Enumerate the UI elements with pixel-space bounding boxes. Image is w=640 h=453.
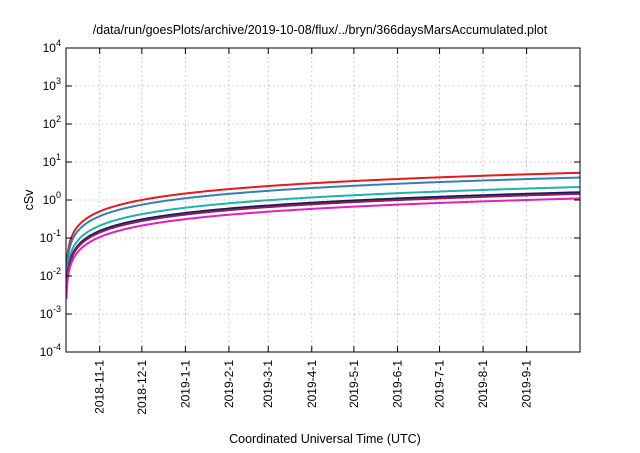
x-tick-label: 2019-4-1 [305,360,319,408]
y-tick-label: 10-3 [40,304,61,321]
x-tick-label: 2019-6-1 [390,360,404,408]
y-tick-label: 100 [43,190,61,207]
series-line-series-5 [66,192,580,295]
x-tick-label: 2019-8-1 [476,360,490,408]
y-tick-label: 10-2 [40,266,61,283]
x-tick-label: 2019-7-1 [433,360,447,408]
y-tick-label: 10-4 [40,342,61,359]
x-tick-label: 2019-2-1 [222,360,236,408]
y-tick-label: 10-1 [40,228,61,245]
x-tick-label: 2019-5-1 [347,360,361,408]
series-line-series-1 [66,171,580,274]
axis-layer: 10-4 10-3 10-2 10-1 100 101 102 103 104 2018-11-1… [40,38,581,415]
series-layer [66,171,580,300]
x-axis-label: Coordinated Universal Time (UTC) [229,432,421,446]
y-tick-label: 104 [43,38,61,55]
x-tick-label: 2018-11-1 [93,360,107,414]
chart-title: /data/run/goesPlots/archive/2019-10-08/f… [93,23,548,37]
series-line-series-6 [66,197,580,300]
y-tick-label: 103 [43,76,61,93]
plot-border [65,47,581,353]
y-tick-label: 101 [43,152,61,169]
series-line-series-2 [66,176,580,279]
y-axis-label: cSv [22,189,36,211]
x-tick-label: 2019-3-1 [261,360,275,408]
grid-layer [66,48,580,352]
series-line-series-3 [66,185,580,288]
x-tick-label: 2019-1-1 [178,360,192,408]
y-tick-label: 102 [43,114,61,131]
x-tick-label: 2019-9-1 [520,360,534,408]
x-tick-label: 2018-12-1 [135,360,149,415]
